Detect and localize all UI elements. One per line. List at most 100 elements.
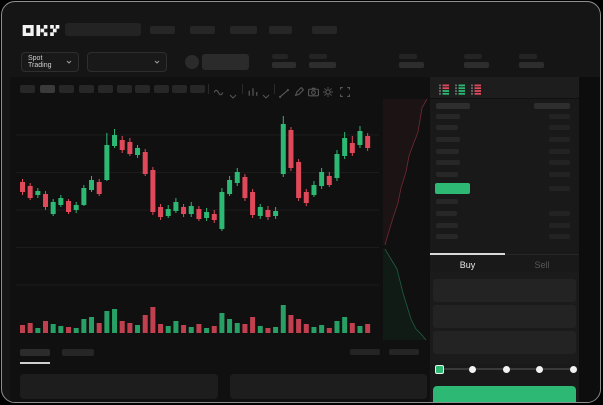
orderbook-header-amount (534, 103, 570, 109)
price-row-amount (549, 186, 570, 191)
nav-item[interactable] (190, 26, 215, 34)
market-type-label: Spot Trading (28, 55, 52, 69)
chart-range-button[interactable] (350, 349, 380, 355)
stat-label (309, 54, 327, 59)
stat-value (309, 62, 336, 68)
orderbook-rows (2, 2, 600, 402)
ask-row-price[interactable] (436, 125, 458, 130)
action-button[interactable] (202, 54, 249, 70)
gear-icon[interactable] (323, 84, 335, 97)
bid-row-price[interactable] (436, 234, 458, 239)
bid-row-price[interactable] (436, 211, 457, 216)
order-input-field[interactable] (433, 331, 576, 354)
timeframe-button[interactable] (79, 85, 94, 93)
slider-handle[interactable] (434, 364, 444, 374)
chart-footer (2, 2, 600, 402)
ask-row-price[interactable] (436, 172, 458, 177)
stat-value (399, 62, 424, 68)
search-input[interactable] (65, 23, 141, 36)
trendline-icon[interactable] (279, 85, 291, 98)
right-gutter (579, 77, 600, 402)
slider-dot[interactable] (536, 365, 543, 373)
submit-buy-button[interactable] (433, 386, 576, 402)
chevron-down-icon[interactable] (229, 87, 241, 99)
nav-menu (2, 2, 600, 402)
pair-dropdown[interactable] (87, 52, 167, 72)
bars-indicator-icon[interactable] (248, 84, 260, 96)
timeframe-button[interactable] (154, 85, 169, 93)
ask-row-amount (549, 160, 570, 165)
chevron-down-icon (154, 59, 160, 65)
nav-item[interactable] (150, 26, 175, 34)
stat-value (464, 62, 489, 68)
timeframe-button[interactable] (117, 85, 132, 93)
orderbook-toolbar (430, 77, 579, 99)
orders-skeleton-row (20, 374, 218, 399)
chevron-down-icon[interactable] (262, 87, 274, 99)
okx-logo-glyph (22, 25, 60, 36)
tab-buy[interactable]: Buy (459, 260, 476, 270)
chart-bottom-tab[interactable] (62, 349, 94, 356)
stat-label (399, 54, 417, 59)
ask-row-price[interactable] (436, 160, 460, 165)
bid-row-price[interactable] (436, 223, 458, 228)
timeframe-button[interactable] (40, 85, 55, 93)
fullscreen-icon[interactable] (340, 84, 352, 97)
active-tab-indicator (430, 253, 505, 255)
nav-item[interactable] (230, 26, 257, 34)
toolbar-divider (242, 84, 243, 94)
chevron-down-icon (66, 59, 72, 65)
order-input-field[interactable] (433, 279, 576, 302)
stat-label (464, 54, 482, 59)
timeframe-button[interactable] (190, 85, 205, 93)
nav-item[interactable] (269, 26, 292, 34)
book-combined-icon[interactable] (438, 82, 450, 95)
bid-row-amount (549, 223, 570, 228)
timeframe-button[interactable] (135, 85, 150, 93)
last-price-badge[interactable] (435, 183, 470, 194)
stat-label (272, 54, 288, 59)
tab-sell[interactable]: Sell (534, 260, 550, 270)
ask-row-amount (549, 137, 570, 142)
timeframe-button[interactable] (20, 85, 35, 93)
ask-row-price[interactable] (436, 137, 460, 142)
bid-row-price[interactable] (436, 199, 458, 204)
book-bids-icon[interactable] (454, 82, 466, 95)
stat-value (272, 62, 296, 68)
okx-logo[interactable] (22, 23, 60, 41)
chart-range-button[interactable] (389, 349, 419, 355)
slider-dot[interactable] (469, 365, 476, 373)
book-asks-icon[interactable] (470, 82, 482, 95)
stat-value (519, 62, 544, 68)
chart-bottom-tab[interactable] (20, 349, 50, 356)
amount-slider (2, 2, 600, 402)
stat-label (519, 54, 537, 59)
ask-row-amount (549, 125, 570, 130)
bid-row-amount (549, 211, 570, 216)
wave-indicator-icon[interactable] (213, 84, 226, 96)
ask-row-price[interactable] (436, 149, 459, 154)
toolbar-divider (274, 84, 275, 94)
toolbar-divider (208, 84, 209, 94)
timeframe-button[interactable] (59, 85, 74, 93)
timeframe-button[interactable] (172, 85, 187, 93)
slider-dot[interactable] (502, 365, 510, 373)
timeframe-buttons (2, 2, 600, 402)
timeframe-button[interactable] (98, 85, 113, 93)
orderbook-header-price (436, 103, 470, 109)
order-fields (2, 2, 600, 402)
camera-icon[interactable] (308, 84, 320, 97)
active-tab-underline (20, 362, 50, 364)
market-stats (2, 2, 600, 402)
ask-row-amount (549, 172, 570, 177)
slider-dot[interactable] (569, 365, 577, 373)
pencil-icon[interactable] (294, 84, 306, 97)
ask-row-amount (549, 114, 570, 119)
avatar[interactable] (185, 55, 199, 69)
order-input-field[interactable] (433, 305, 576, 328)
ask-row-price[interactable] (436, 114, 460, 119)
nav-item[interactable] (312, 26, 337, 34)
market-type-dropdown[interactable]: Spot Trading (21, 52, 79, 72)
